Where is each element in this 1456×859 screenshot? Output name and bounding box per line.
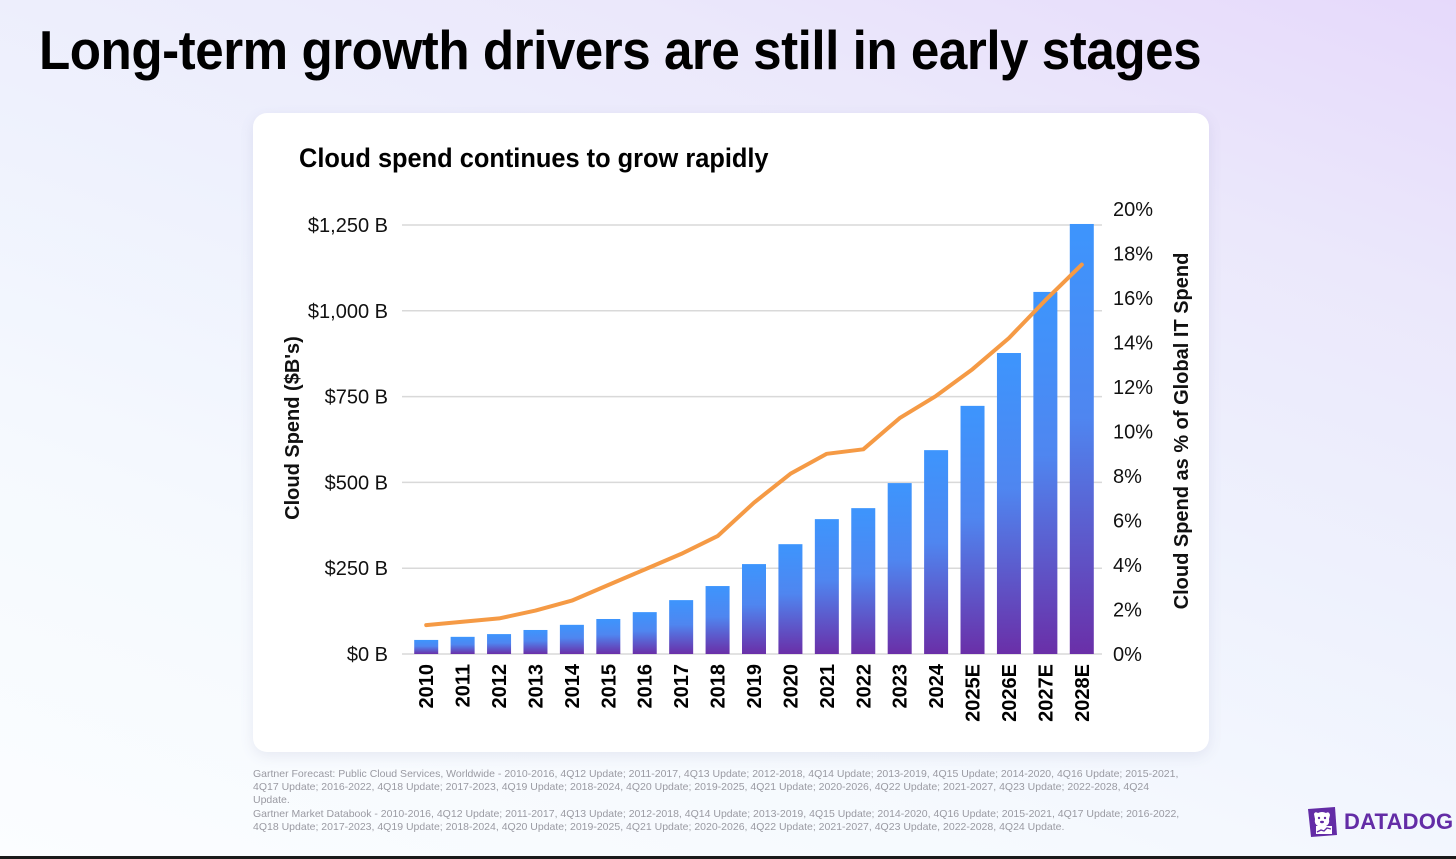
y2-tick-label: 0%: [1113, 644, 1142, 666]
bar-2010: [414, 639, 439, 654]
x-tick-label: 2027E: [1035, 664, 1057, 722]
left-axis-ticks: $0 B $250 B $500 B $750 B $1,000 B $1,250 B: [308, 215, 388, 666]
x-tick-label: 2024: [926, 663, 948, 708]
y-tick-label: $500 B: [325, 472, 388, 494]
y-tick-label: $1,250 B: [308, 215, 388, 237]
y2-tick-label: 10%: [1113, 422, 1153, 444]
y-tick-label: $1,000 B: [308, 301, 388, 323]
bar-2014: [559, 624, 584, 654]
logo-text: DATADOG: [1344, 809, 1454, 834]
y-tick-label: $250 B: [325, 558, 388, 580]
datadog-logo: DATADOG: [1305, 805, 1453, 839]
x-tick-label: 2011: [453, 664, 475, 707]
bar-2028E: [1069, 223, 1094, 654]
x-tick-label: 2023: [890, 664, 912, 709]
x-tick-label: 2022: [853, 664, 875, 709]
x-tick-label: 2015: [598, 664, 620, 709]
bar-2025E: [960, 405, 985, 654]
y2-tick-label: 14%: [1113, 333, 1153, 355]
bar-2015: [596, 618, 621, 654]
y-tick-label: $0 B: [347, 644, 388, 666]
x-tick-label: 2016: [635, 664, 657, 709]
bar-2020: [778, 544, 803, 654]
right-axis-title: Cloud Spend as % of Global IT Spend: [1171, 253, 1193, 610]
footnote-forecast: Gartner Forecast: Public Cloud Services,…: [253, 768, 1179, 807]
page-title: Long-term growth drivers are still in ea…: [39, 19, 1202, 81]
x-tick-label: 2020: [780, 664, 802, 709]
bar-2011: [450, 636, 475, 654]
x-tick-label: 2017: [671, 664, 693, 709]
left-axis-title: Cloud Spend ($B's): [282, 336, 304, 520]
footnote-databook: Gartner Market Databook - 2010-2016, 4Q1…: [253, 807, 1180, 833]
bar-2024: [924, 450, 949, 654]
y2-tick-label: 6%: [1113, 511, 1142, 533]
bar-2021: [814, 519, 839, 654]
y2-tick-label: 16%: [1113, 288, 1153, 310]
x-tick-label: 2025E: [963, 664, 985, 722]
bar-2022: [851, 508, 876, 654]
bar-2026E: [996, 353, 1021, 654]
x-tick-label: 2013: [525, 664, 547, 709]
x-tick-label: 2028E: [1072, 664, 1094, 722]
x-tick-label: 2012: [489, 664, 511, 709]
bar-2017: [669, 600, 694, 654]
line-series: [424, 262, 1084, 628]
y2-tick-label: 20%: [1113, 199, 1153, 221]
bar-2016: [632, 612, 657, 654]
y-tick-label: $750 B: [325, 387, 388, 409]
bottom-border: [0, 856, 1456, 859]
x-tick-label: 2026E: [999, 664, 1021, 722]
y2-tick-label: 18%: [1113, 244, 1153, 266]
gridlines: [402, 224, 1102, 655]
x-tick-label: 2018: [708, 664, 730, 709]
datadog-dog-icon: [1308, 807, 1337, 837]
y2-tick-label: 12%: [1113, 377, 1153, 399]
bar-2013: [523, 629, 548, 654]
source-footnote: Gartner Forecast: Public Cloud Services,…: [253, 768, 1183, 834]
x-tick-label: 2010: [416, 664, 438, 709]
y2-tick-label: 4%: [1113, 555, 1142, 577]
bar-2018: [705, 586, 730, 654]
x-tick-label: 2019: [744, 664, 766, 709]
right-axis-ticks: 0% 2% 4% 6% 8% 10% 12% 14% 16% 18% 20%: [1113, 199, 1153, 666]
y2-tick-label: 2%: [1113, 600, 1142, 622]
bars: [414, 223, 1094, 654]
x-axis-ticks: 2010 2011 2012 2013 2014 2015 2016 2017 2018 2019…: [416, 663, 1094, 722]
y2-tick-label: 8%: [1113, 466, 1142, 488]
bar-2012: [487, 634, 512, 654]
bar-2023: [887, 483, 912, 654]
bar-2027E: [1033, 291, 1058, 654]
x-tick-label: 2021: [817, 664, 839, 709]
bar-2019: [742, 564, 766, 654]
x-tick-label: 2014: [562, 663, 584, 708]
chart-title: Cloud spend continues to grow rapidly: [299, 143, 769, 173]
